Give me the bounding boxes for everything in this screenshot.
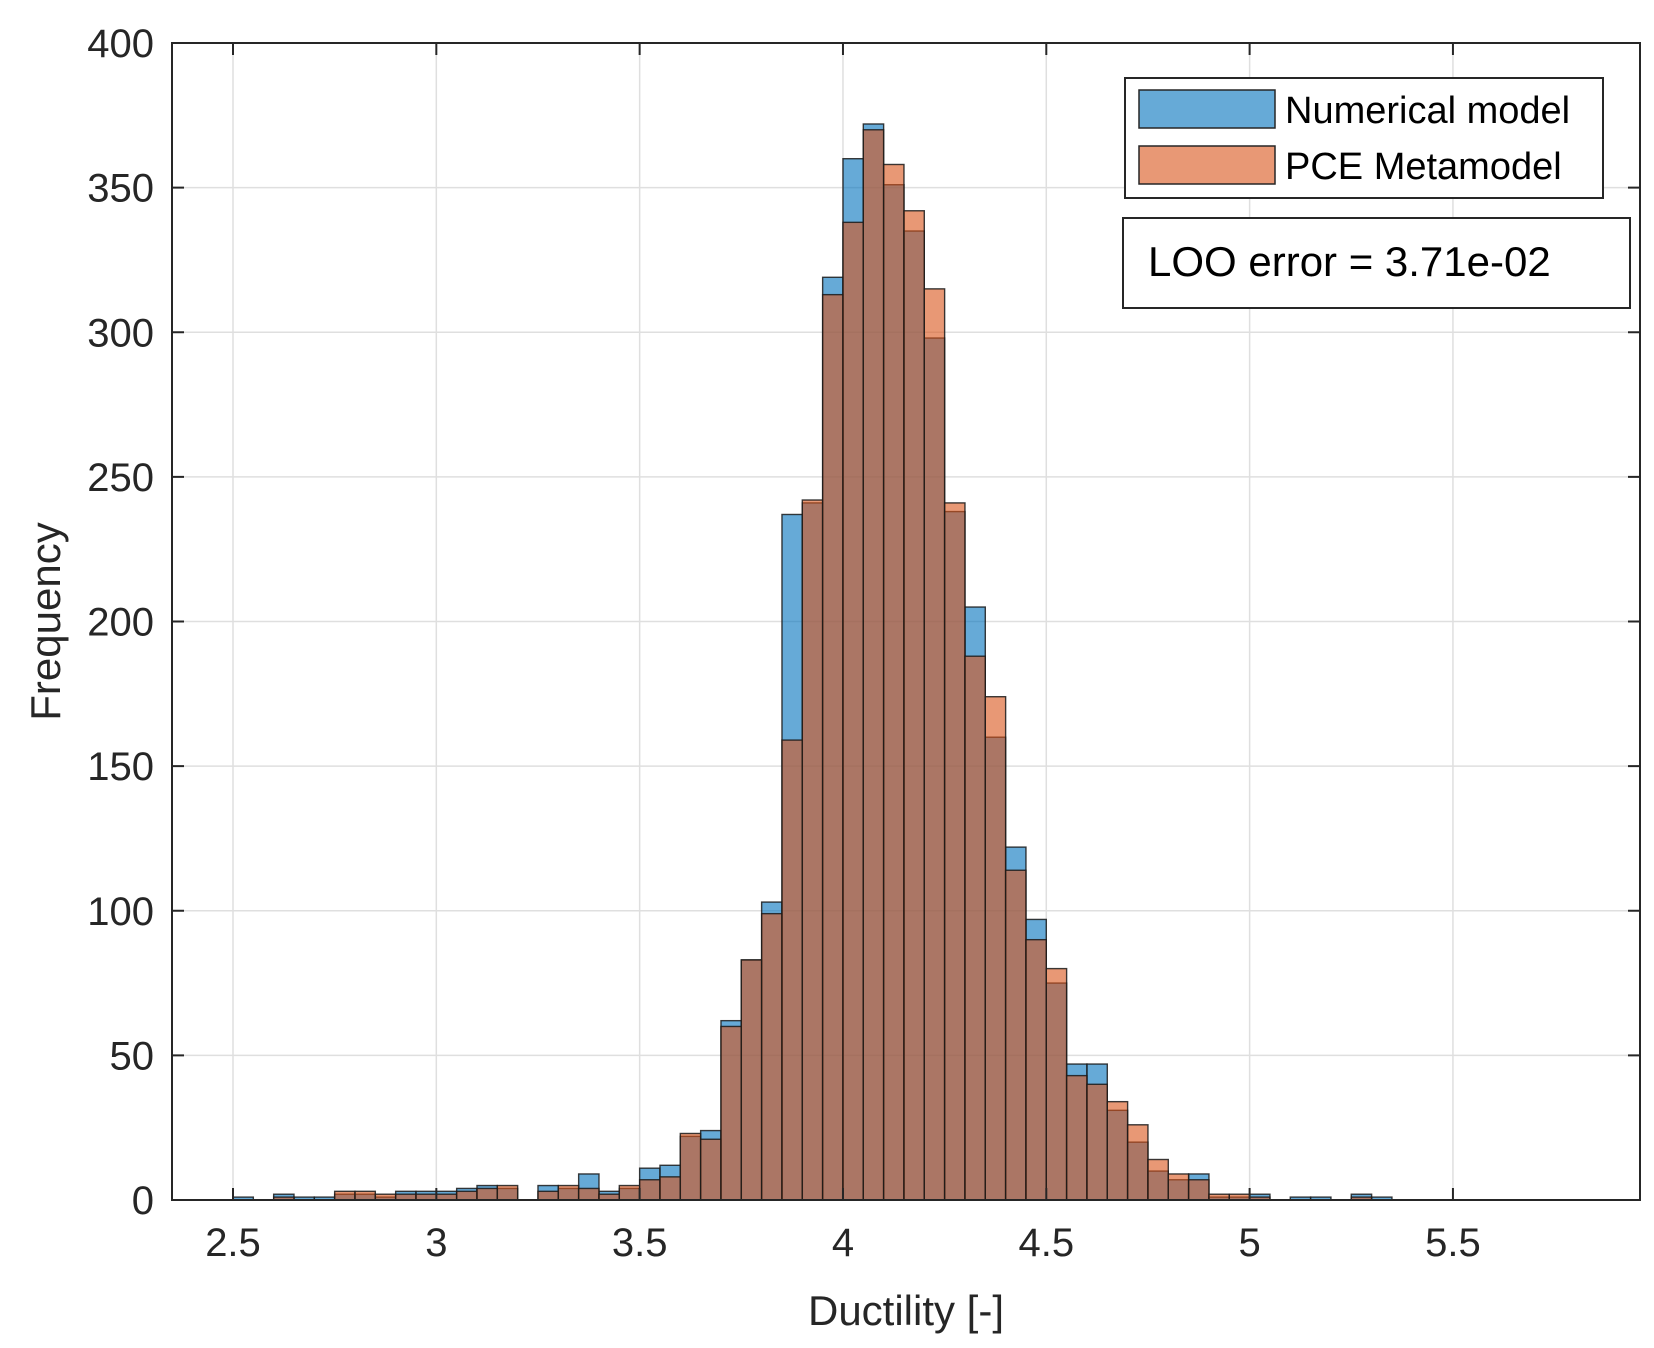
bar-pce-metamodel — [333, 1190, 356, 1201]
bar-pce-metamodel — [1126, 1124, 1149, 1201]
legend-swatch-numerical-model — [1138, 89, 1276, 129]
x-tick-label: 3 — [425, 1221, 447, 1265]
annotation-frame — [1122, 217, 1631, 309]
legend-swatch-pce-metamodel — [1138, 145, 1276, 185]
x-axis-label: Ductility [-] — [808, 1287, 1004, 1334]
bar-pce-metamodel — [1065, 1074, 1088, 1201]
bar-pce-metamodel — [801, 499, 824, 1201]
bar-pce-metamodel — [618, 1184, 641, 1201]
bar-pce-metamodel — [537, 1190, 560, 1201]
bar-pce-metamodel — [1025, 938, 1047, 1201]
y-tick-label: 300 — [87, 311, 154, 355]
tick-marks — [172, 42, 1640, 1201]
bar-pce-metamodel — [943, 502, 966, 1201]
bar-pce-metamodel — [577, 1187, 600, 1201]
x-tick-label: 5 — [1238, 1221, 1260, 1265]
legend-label-numerical-model: Numerical model — [1285, 90, 1570, 132]
x-tick-label: 5.5 — [1425, 1221, 1481, 1265]
bar-pce-metamodel — [842, 221, 865, 1201]
bar-pce-metamodel — [1106, 1100, 1129, 1201]
y-tick-label: 150 — [87, 745, 154, 789]
y-tick-label: 400 — [87, 22, 154, 66]
bar-pce-metamodel — [1045, 967, 1068, 1201]
bar-pce-metamodel — [679, 1132, 702, 1201]
bar-pce-metamodel — [781, 739, 804, 1201]
bar-pce-metamodel — [740, 959, 763, 1201]
bar-pce-metamodel — [1187, 1179, 1210, 1201]
bar-pce-metamodel — [1086, 1083, 1108, 1201]
bar-pce-metamodel — [659, 1176, 682, 1201]
bar-pce-metamodel — [638, 1179, 661, 1201]
y-axis-label: Frequency — [22, 522, 69, 720]
x-tick-label: 4 — [832, 1221, 854, 1265]
annotation-box: LOO error = 3.71e-02 — [1122, 217, 1631, 309]
bar-pce-metamodel — [496, 1184, 519, 1201]
bar-pce-metamodel — [923, 288, 946, 1201]
bar-pce-metamodel — [1004, 869, 1027, 1201]
loo-error-text: LOO error = 3.71e-02 — [1148, 238, 1551, 285]
y-tick-label: 350 — [87, 167, 154, 211]
tick-labels: 2.5 3 3.5 4 4.5 5 5.5 0 50 100 150 200 250 300 350 400 — [87, 22, 1480, 1265]
y-tick-label: 200 — [87, 601, 154, 645]
y-tick-label: 100 — [87, 890, 154, 934]
bar-pce-metamodel — [476, 1187, 499, 1201]
y-tick-label: 0 — [132, 1179, 154, 1223]
legend-label-pce-metamodel: PCE Metamodel — [1285, 146, 1562, 188]
bar-pce-metamodel — [821, 293, 844, 1201]
bar-pce-metamodel — [862, 129, 885, 1201]
bar-pce-metamodel — [720, 1025, 743, 1201]
bar-pce-metamodel — [1167, 1173, 1190, 1201]
bar-pce-metamodel — [557, 1184, 580, 1201]
bar-pce-metamodel — [882, 163, 905, 1201]
legend: Numerical model PCE Metamodel — [1124, 77, 1604, 199]
y-tick-label: 50 — [110, 1034, 155, 1078]
bar-pce-metamodel — [964, 655, 986, 1201]
bar-pce-metamodel — [760, 912, 783, 1201]
x-tick-label: 2.5 — [205, 1221, 261, 1265]
bar-pce-metamodel — [699, 1138, 722, 1201]
y-tick-label: 250 — [87, 456, 154, 500]
bar-pce-metamodel — [984, 696, 1007, 1201]
bar-pce-metamodel — [455, 1190, 478, 1201]
bars-layer — [232, 123, 1393, 1201]
bar-pce-metamodel — [903, 210, 925, 1201]
bar-pce-metamodel — [1147, 1158, 1169, 1201]
x-tick-label: 3.5 — [612, 1221, 668, 1265]
x-tick-label: 4.5 — [1018, 1221, 1074, 1265]
bar-pce-metamodel — [354, 1190, 377, 1201]
